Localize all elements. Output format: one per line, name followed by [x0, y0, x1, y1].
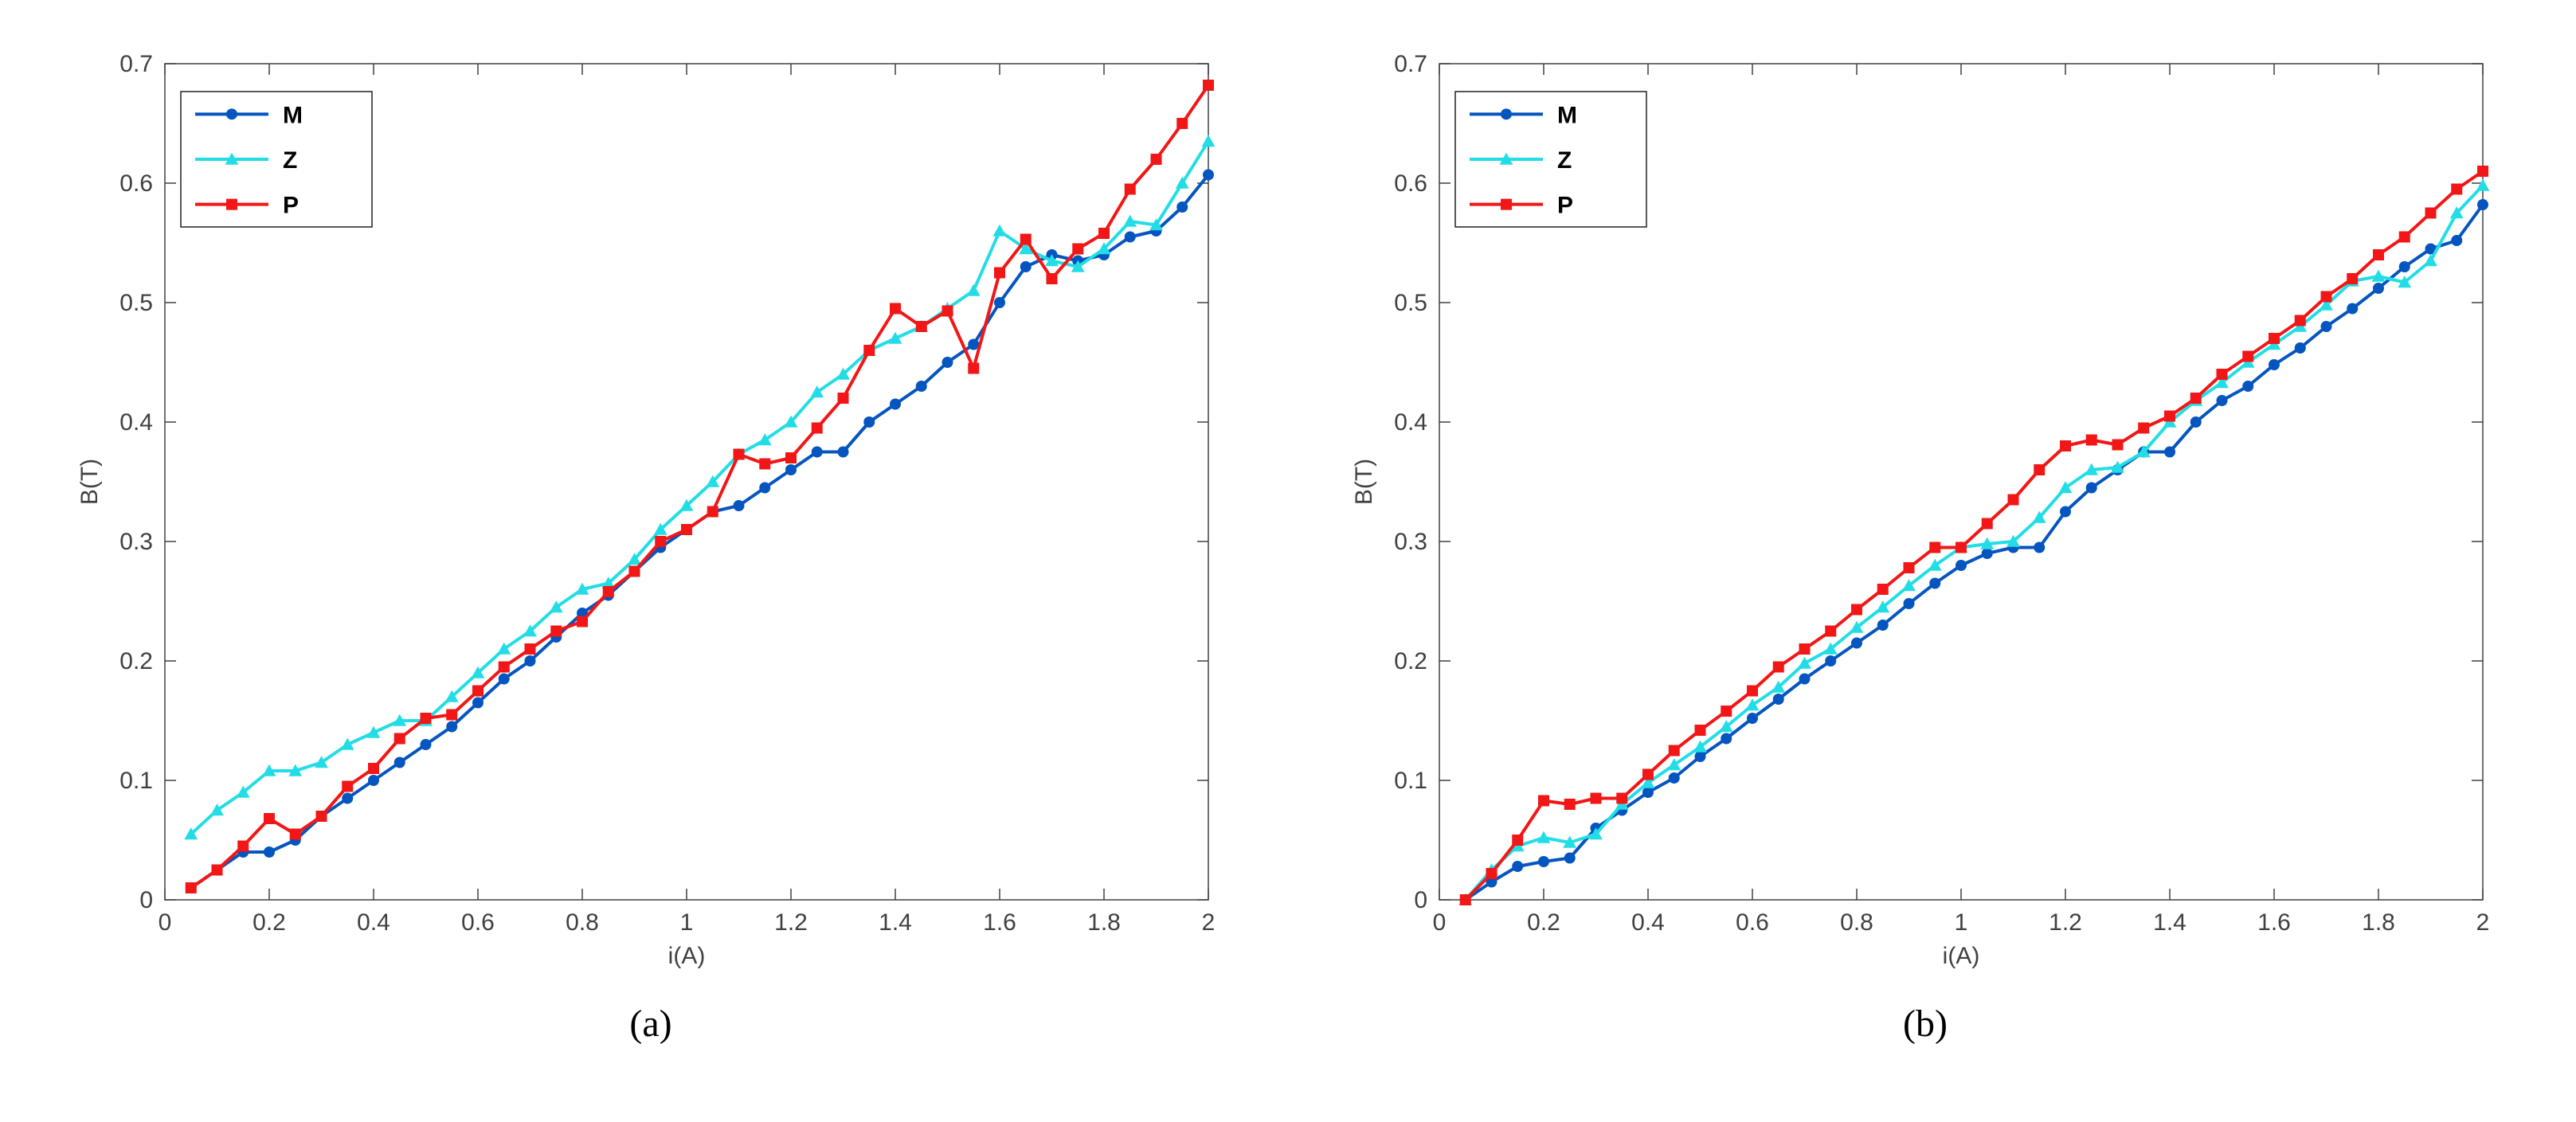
legend: MZP [1455, 92, 1646, 227]
chart-a: 0 0.2 0.4 0.6 0.8 1 1.2 1.4 1.6 1.8 2 0 0.1 0.2 0.3 0.4… [61, 32, 1240, 987]
y-tick-label: 0 [1414, 887, 1427, 913]
panel-a-caption: (a) [629, 1002, 671, 1046]
x-tick-label: 0.2 [253, 909, 286, 936]
x-tick-label: 0.4 [1631, 909, 1665, 936]
x-tick-label: 0.4 [357, 909, 390, 936]
y-axis-label: B(T) [76, 459, 103, 505]
x-tick-label: 0 [1433, 909, 1447, 936]
x-tick-label: 2 [1202, 909, 1216, 936]
x-axis-label: i(A) [668, 943, 706, 969]
x-tick-label: 0.8 [566, 909, 599, 936]
y-axis-label: B(T) [1351, 459, 1377, 505]
x-tick-label: 0.2 [1527, 909, 1560, 936]
x-tick-label: 1.8 [2362, 909, 2395, 936]
legend-item-P: P [1557, 193, 1573, 219]
x-axis-label: i(A) [1943, 943, 1980, 969]
legend-item-P: P [283, 193, 299, 219]
x-tick-label: 1 [680, 909, 694, 936]
x-tick-label: 1.4 [2153, 909, 2186, 936]
x-tick-label: 1.4 [879, 909, 912, 936]
x-tick-label: 2 [2476, 909, 2490, 936]
x-tick-label: 1.8 [1087, 909, 1121, 936]
y-tick-label: 0 [139, 887, 153, 913]
x-tick-label: 0.6 [461, 909, 495, 936]
legend-item-M: M [283, 102, 303, 128]
y-tick-label: 0.5 [119, 290, 153, 316]
y-tick-label: 0.1 [1394, 768, 1427, 794]
y-tick-label: 0.7 [119, 51, 153, 77]
y-tick-label: 0.4 [1394, 409, 1427, 436]
legend-item-Z: Z [283, 147, 297, 174]
panel-b-caption: (b) [1903, 1002, 1948, 1046]
y-tick-label: 0.2 [1394, 648, 1427, 674]
y-tick-label: 0.6 [1394, 170, 1427, 197]
y-tick-label: 0.3 [1394, 529, 1427, 555]
x-tick-label: 1.2 [2049, 909, 2082, 936]
y-tick-label: 0.7 [1394, 51, 1427, 77]
y-tick-label: 0.5 [1394, 290, 1427, 316]
x-tick-label: 0.8 [1840, 909, 1873, 936]
y-tick-label: 0.3 [119, 529, 153, 555]
y-tick-label: 0.6 [119, 170, 153, 197]
legend-item-Z: Z [1557, 147, 1572, 174]
x-tick-label: 0 [159, 909, 172, 936]
y-tick-label: 0.1 [119, 768, 153, 794]
panel-b: 0 0.2 0.4 0.6 0.8 1 1.2 1.4 1.6 1.8 2 0 0.1 0.2 0.3 0.4… [1336, 32, 2515, 1046]
y-tick-label: 0.2 [119, 648, 153, 674]
legend-item-M: M [1557, 102, 1577, 128]
figure-row: 0 0.2 0.4 0.6 0.8 1 1.2 1.4 1.6 1.8 2 0 0.1 0.2 0.3 0.4… [0, 0, 2576, 1061]
y-tick-label: 0.4 [119, 409, 153, 436]
chart-b: 0 0.2 0.4 0.6 0.8 1 1.2 1.4 1.6 1.8 2 0 0.1 0.2 0.3 0.4… [1336, 32, 2515, 987]
x-tick-label: 1.2 [774, 909, 808, 936]
legend: MZP [181, 92, 372, 227]
x-tick-label: 1 [1955, 909, 1968, 936]
x-tick-label: 0.6 [1736, 909, 1769, 936]
x-tick-label: 1.6 [2257, 909, 2291, 936]
x-tick-label: 1.6 [983, 909, 1016, 936]
panel-a: 0 0.2 0.4 0.6 0.8 1 1.2 1.4 1.6 1.8 2 0 0.1 0.2 0.3 0.4… [61, 32, 1240, 1046]
